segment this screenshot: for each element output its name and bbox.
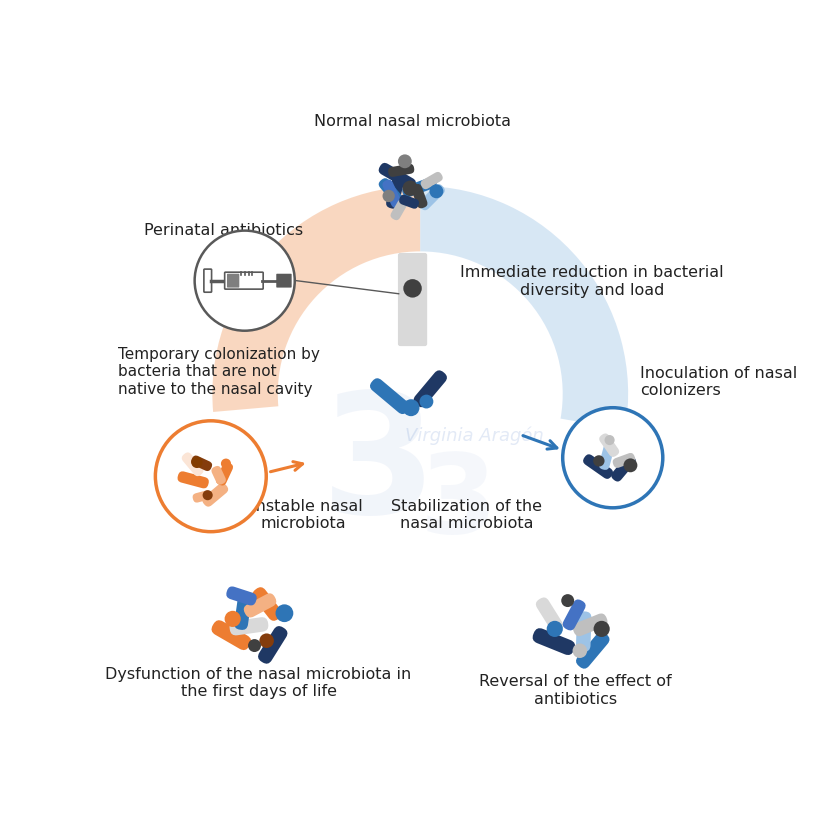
Circle shape	[220, 459, 231, 469]
FancyBboxPatch shape	[252, 587, 282, 621]
Text: 3: 3	[419, 449, 496, 555]
FancyBboxPatch shape	[211, 621, 251, 650]
Text: Unstable nasal
microbiota: Unstable nasal microbiota	[243, 498, 362, 531]
Text: Stabilization of the
nasal microbiota: Stabilization of the nasal microbiota	[391, 498, 541, 531]
FancyBboxPatch shape	[224, 273, 263, 290]
FancyBboxPatch shape	[397, 254, 427, 346]
FancyBboxPatch shape	[215, 463, 233, 486]
FancyBboxPatch shape	[204, 269, 211, 293]
Text: 3: 3	[321, 386, 437, 549]
Circle shape	[397, 155, 411, 169]
Wedge shape	[419, 187, 627, 431]
FancyBboxPatch shape	[227, 274, 239, 288]
FancyBboxPatch shape	[378, 179, 405, 209]
Wedge shape	[212, 187, 419, 413]
Text: Immediate reduction in bacterial
diversity and load: Immediate reduction in bacterial diversi…	[459, 265, 723, 297]
FancyBboxPatch shape	[420, 173, 442, 190]
Circle shape	[546, 621, 562, 637]
Circle shape	[593, 621, 609, 637]
FancyBboxPatch shape	[211, 466, 226, 485]
FancyBboxPatch shape	[535, 598, 563, 632]
Text: Virginia Aragón: Virginia Aragón	[404, 427, 543, 445]
Circle shape	[155, 421, 266, 532]
FancyBboxPatch shape	[202, 483, 228, 507]
Circle shape	[562, 408, 662, 508]
FancyBboxPatch shape	[575, 612, 590, 652]
FancyBboxPatch shape	[382, 180, 401, 209]
FancyBboxPatch shape	[387, 165, 414, 178]
Circle shape	[560, 595, 573, 608]
Circle shape	[194, 231, 294, 332]
Circle shape	[224, 611, 241, 627]
FancyBboxPatch shape	[572, 613, 607, 636]
FancyBboxPatch shape	[369, 378, 410, 414]
FancyBboxPatch shape	[575, 632, 609, 669]
FancyBboxPatch shape	[191, 456, 212, 472]
FancyBboxPatch shape	[610, 455, 635, 482]
FancyBboxPatch shape	[390, 200, 406, 221]
FancyBboxPatch shape	[258, 627, 287, 664]
Circle shape	[402, 400, 419, 417]
Circle shape	[604, 436, 614, 446]
FancyBboxPatch shape	[401, 178, 437, 198]
FancyBboxPatch shape	[243, 594, 276, 618]
FancyBboxPatch shape	[192, 491, 210, 503]
FancyBboxPatch shape	[229, 618, 268, 636]
Text: Dysfunction of the nasal microbiota in
the first days of life: Dysfunction of the nasal microbiota in t…	[106, 666, 411, 699]
FancyBboxPatch shape	[177, 472, 209, 489]
Circle shape	[622, 459, 636, 473]
FancyBboxPatch shape	[419, 185, 445, 211]
FancyBboxPatch shape	[399, 196, 419, 210]
FancyBboxPatch shape	[386, 173, 405, 210]
Circle shape	[572, 644, 586, 658]
FancyBboxPatch shape	[562, 600, 585, 631]
FancyBboxPatch shape	[599, 434, 618, 458]
Circle shape	[247, 640, 260, 652]
FancyBboxPatch shape	[582, 455, 613, 479]
Circle shape	[382, 191, 395, 203]
FancyBboxPatch shape	[234, 595, 251, 630]
FancyBboxPatch shape	[411, 185, 427, 209]
Circle shape	[202, 491, 212, 500]
Text: Inoculation of nasal
colonizers: Inoculation of nasal colonizers	[639, 365, 796, 397]
FancyBboxPatch shape	[598, 443, 613, 470]
Circle shape	[403, 280, 421, 298]
FancyBboxPatch shape	[276, 274, 292, 288]
FancyBboxPatch shape	[378, 164, 415, 191]
Text: Perinatal antibiotics: Perinatal antibiotics	[144, 223, 303, 238]
FancyBboxPatch shape	[612, 454, 635, 468]
FancyBboxPatch shape	[226, 586, 256, 606]
Circle shape	[191, 457, 202, 468]
Circle shape	[429, 185, 443, 199]
Circle shape	[592, 455, 604, 467]
FancyBboxPatch shape	[532, 628, 574, 655]
Circle shape	[259, 634, 274, 648]
FancyBboxPatch shape	[182, 453, 203, 477]
Circle shape	[419, 395, 432, 409]
Text: Temporary colonization by
bacteria that are not
native to the nasal cavity: Temporary colonization by bacteria that …	[118, 346, 320, 396]
Circle shape	[402, 181, 418, 197]
Text: Normal nasal microbiota: Normal nasal microbiota	[314, 114, 510, 129]
Circle shape	[275, 604, 293, 622]
FancyBboxPatch shape	[413, 371, 446, 408]
Text: Reversal of the effect of
antibiotics: Reversal of the effect of antibiotics	[479, 673, 672, 706]
